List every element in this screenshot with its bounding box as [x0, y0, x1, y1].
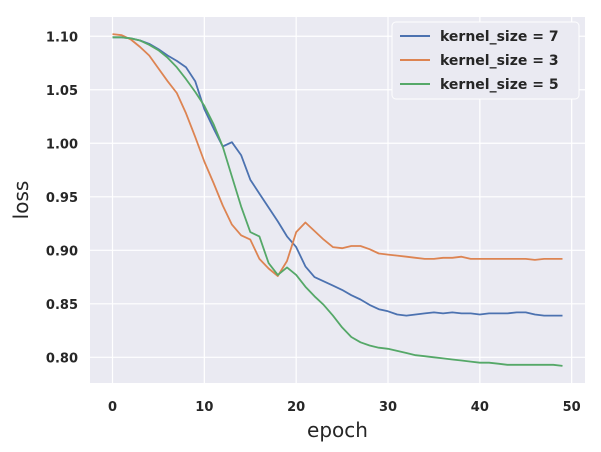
y-tick-label: 1.00 [46, 137, 78, 152]
legend-label: kernel_size = 3 [440, 53, 559, 69]
x-tick-label: 10 [195, 400, 213, 415]
y-tick-label: 1.10 [46, 30, 78, 45]
legend: kernel_size = 7 kernel_size = 3 kernel_siz… [391, 21, 580, 100]
y-axis-ticks: 0.80 0.85 0.90 0.95 1.00 1.05 1.10 [46, 30, 78, 366]
x-tick-label: 40 [471, 400, 489, 415]
x-tick-label: 20 [287, 400, 305, 415]
x-tick-label: 0 [108, 400, 117, 415]
series-line-1 [112, 36, 563, 317]
y-tick-label: 0.95 [46, 191, 78, 206]
y-tick-label: 0.90 [46, 244, 78, 259]
grid-lines [90, 17, 585, 383]
x-tick-label: 30 [379, 400, 397, 415]
series-lines [112, 33, 563, 367]
x-axis-label: epoch [307, 418, 368, 442]
y-tick-label: 0.85 [46, 298, 78, 313]
x-tick-label: 50 [563, 400, 581, 415]
y-tick-label: 0.80 [46, 351, 78, 366]
x-axis-ticks: 0 10 20 30 40 50 [108, 400, 581, 415]
series-line-3 [112, 36, 563, 367]
y-axis-label: loss [9, 181, 33, 220]
legend-label: kernel_size = 7 [440, 29, 559, 45]
series-line-2 [112, 33, 563, 277]
legend-label: kernel_size = 5 [440, 77, 559, 93]
y-tick-label: 1.05 [46, 84, 78, 99]
legend-box [391, 21, 580, 100]
